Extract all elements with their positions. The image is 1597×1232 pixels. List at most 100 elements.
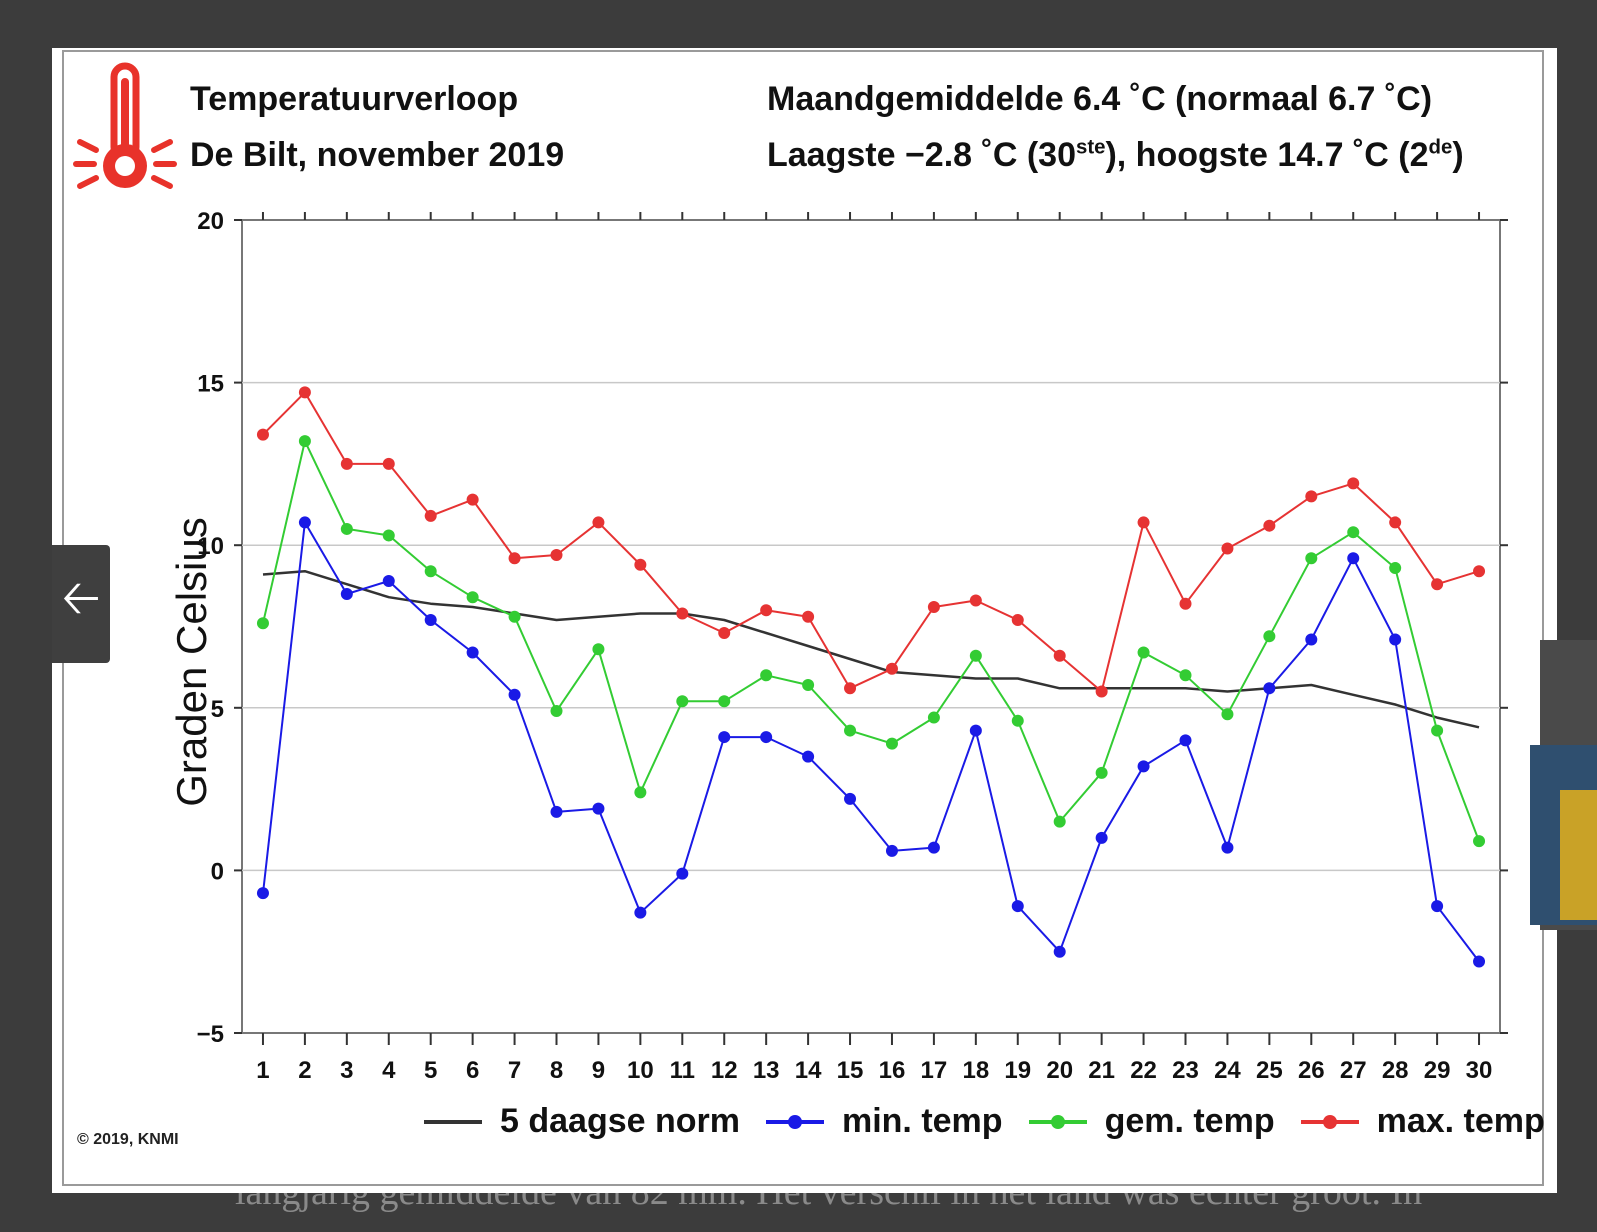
data-point — [927, 711, 940, 724]
series-line-2 — [262, 521, 1480, 963]
data-point — [634, 906, 647, 919]
x-tick-label: 29 — [1424, 1057, 1451, 1084]
data-point — [1389, 516, 1402, 529]
x-tick-label: 14 — [795, 1057, 822, 1084]
data-point — [969, 649, 982, 662]
data-point — [802, 610, 815, 623]
chart-legend: 5 daagse norm min. temp gem. temp max. t… — [422, 1102, 1569, 1141]
x-tick-label: 10 — [627, 1057, 654, 1084]
extremes-text-a: Laagste −2.8 ˚C (30 — [767, 136, 1076, 174]
data-point — [760, 669, 773, 682]
x-tick-label: 28 — [1382, 1057, 1409, 1084]
data-point — [1221, 708, 1234, 721]
data-point — [760, 604, 773, 617]
y-tick-label: 5 — [211, 696, 224, 723]
data-point — [927, 841, 940, 854]
legend-swatch-min — [765, 1114, 824, 1129]
data-point — [1305, 490, 1318, 503]
data-point — [466, 591, 479, 604]
data-point — [1431, 724, 1444, 737]
legend-label-min: min. temp — [841, 1102, 1003, 1140]
data-point — [1305, 633, 1318, 646]
extremes-sup-2: de — [1428, 136, 1453, 159]
copyright-text: © 2019, KNMI — [77, 1131, 179, 1148]
thermometer-icon — [73, 62, 177, 189]
y-tick-label: 10 — [197, 533, 224, 560]
data-point — [1221, 841, 1234, 854]
chart-title: Temperatuurverloop — [190, 80, 519, 118]
x-tick-label: 21 — [1088, 1057, 1115, 1084]
legend-label-norm: 5 daagse norm — [500, 1102, 740, 1140]
data-point — [550, 548, 563, 561]
x-tick-label: 24 — [1214, 1057, 1241, 1084]
data-point — [1263, 519, 1276, 532]
x-tick-label: 2 — [298, 1057, 311, 1084]
x-tick-label: 16 — [879, 1057, 906, 1084]
data-point — [256, 428, 269, 441]
legend-item-min: min. temp — [764, 1102, 1003, 1141]
data-point — [1011, 900, 1024, 913]
x-tick-label: 12 — [711, 1057, 738, 1084]
data-point — [508, 688, 521, 701]
x-tick-label: 13 — [753, 1057, 780, 1084]
y-tick-label: 15 — [197, 371, 224, 398]
x-tick-label: 18 — [962, 1057, 989, 1084]
data-point — [550, 805, 563, 818]
data-point — [298, 435, 311, 448]
data-point — [1431, 578, 1444, 591]
data-point — [1347, 477, 1360, 490]
data-point — [592, 643, 605, 656]
data-point — [718, 731, 731, 744]
legend-swatch-max — [1300, 1114, 1359, 1129]
y-tick-label: −5 — [197, 1021, 224, 1048]
data-point — [382, 457, 395, 470]
data-point — [340, 587, 353, 600]
data-point — [592, 516, 605, 529]
data-point — [760, 731, 773, 744]
data-point — [340, 522, 353, 535]
data-point — [1473, 565, 1486, 578]
data-point — [844, 682, 857, 695]
plot-area-frame — [241, 219, 1501, 1034]
data-point — [424, 613, 437, 626]
data-point — [424, 509, 437, 522]
data-point — [1095, 766, 1108, 779]
x-tick-label: 23 — [1172, 1057, 1199, 1084]
data-point — [508, 610, 521, 623]
extremes-sup-1: ste — [1075, 136, 1106, 159]
data-point — [1431, 900, 1444, 913]
data-point — [634, 558, 647, 571]
data-point — [1347, 552, 1360, 565]
series-line-1 — [262, 569, 1480, 729]
data-point — [676, 607, 689, 620]
x-tick-label: 27 — [1340, 1057, 1367, 1084]
legend-item-gem: gem. temp — [1027, 1102, 1275, 1141]
data-point — [1221, 542, 1234, 555]
series-line-4 — [262, 391, 1480, 693]
data-point — [1263, 682, 1276, 695]
data-point — [844, 792, 857, 805]
data-point — [1053, 649, 1066, 662]
extremes-text-c: ) — [1452, 136, 1464, 174]
x-tick-label: 11 — [670, 1057, 695, 1084]
extremes-text-b: ), hoogste 14.7 ˚C (2 — [1105, 136, 1429, 174]
data-point — [1137, 646, 1150, 659]
back-button[interactable]: 🡠 — [52, 545, 110, 663]
data-point — [844, 724, 857, 737]
data-point — [1389, 561, 1402, 574]
data-point — [676, 867, 689, 880]
data-point — [1263, 630, 1276, 643]
data-point — [1389, 633, 1402, 646]
data-point — [1179, 734, 1192, 747]
x-tick-label: 3 — [340, 1057, 353, 1084]
data-point — [298, 516, 311, 529]
data-point — [1095, 831, 1108, 844]
data-point — [1011, 714, 1024, 727]
data-point — [802, 679, 815, 692]
y-tick-label: 20 — [197, 208, 224, 235]
data-point — [592, 802, 605, 815]
data-point — [1053, 815, 1066, 828]
monthly-average-text: Maandgemiddelde 6.4 ˚C (normaal 6.7 ˚C) — [767, 80, 1433, 118]
x-tick-label: 15 — [837, 1057, 864, 1084]
legend-label-max: max. temp — [1376, 1102, 1545, 1140]
